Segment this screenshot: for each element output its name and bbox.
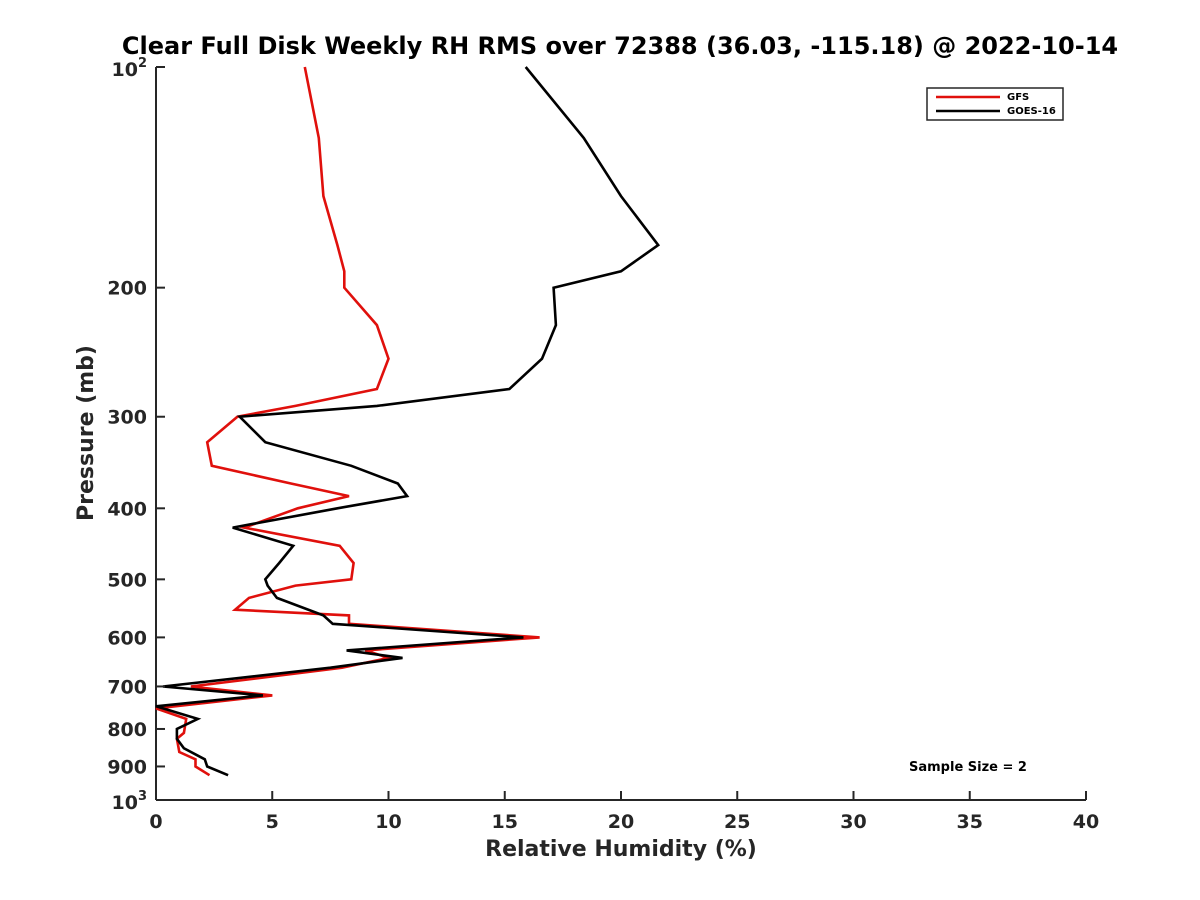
y-tick-label-base: 10 <box>112 792 138 814</box>
y-tick-label-exponent: 2 <box>138 56 147 71</box>
series-line-gfs <box>155 66 540 777</box>
y-tick-label: 800 <box>107 719 147 741</box>
x-axis-ticks: 0 5 10 15 20 25 30 35 40 <box>149 791 1099 833</box>
y-tick-label-base: 10 <box>112 59 138 81</box>
x-tick-label: 15 <box>492 811 518 833</box>
y-tick-label: 500 <box>107 569 147 591</box>
x-tick-label: 35 <box>957 811 983 833</box>
y-axis-label: Pressure (mb) <box>74 345 99 521</box>
y-tick-label: 102 <box>112 56 148 81</box>
legend-gfs-label: GFS <box>1007 92 1029 103</box>
y-tick-label: 200 <box>107 278 147 300</box>
y-tick-label: 300 <box>107 407 147 429</box>
y-tick-label-exponent: 3 <box>138 789 147 804</box>
series-line-goes-16 <box>155 66 661 777</box>
x-tick-label: 40 <box>1073 811 1099 833</box>
x-tick-label: 5 <box>266 811 279 833</box>
legend: GFS GOES-16 <box>926 87 1064 121</box>
y-tick-label: 900 <box>107 756 147 778</box>
sample-size-annotation: Sample Size = 2 <box>909 760 1027 775</box>
legend-goes16-label: GOES-16 <box>1007 106 1056 117</box>
y-tick-label: 103 <box>112 789 148 814</box>
y-tick-label: 400 <box>107 498 147 520</box>
x-tick-label: 25 <box>724 811 750 833</box>
x-tick-label: 30 <box>840 811 866 833</box>
y-tick-label: 700 <box>107 676 147 698</box>
y-tick-label: 600 <box>107 627 147 649</box>
legend-box <box>926 87 1064 121</box>
x-tick-label: 0 <box>149 811 162 833</box>
chart-title: Clear Full Disk Weekly RH RMS over 72388… <box>122 32 1118 60</box>
series-layer <box>155 66 661 777</box>
x-tick-label: 20 <box>608 811 634 833</box>
x-tick-label: 10 <box>375 811 401 833</box>
x-axis-label: Relative Humidity (%) <box>485 837 757 862</box>
